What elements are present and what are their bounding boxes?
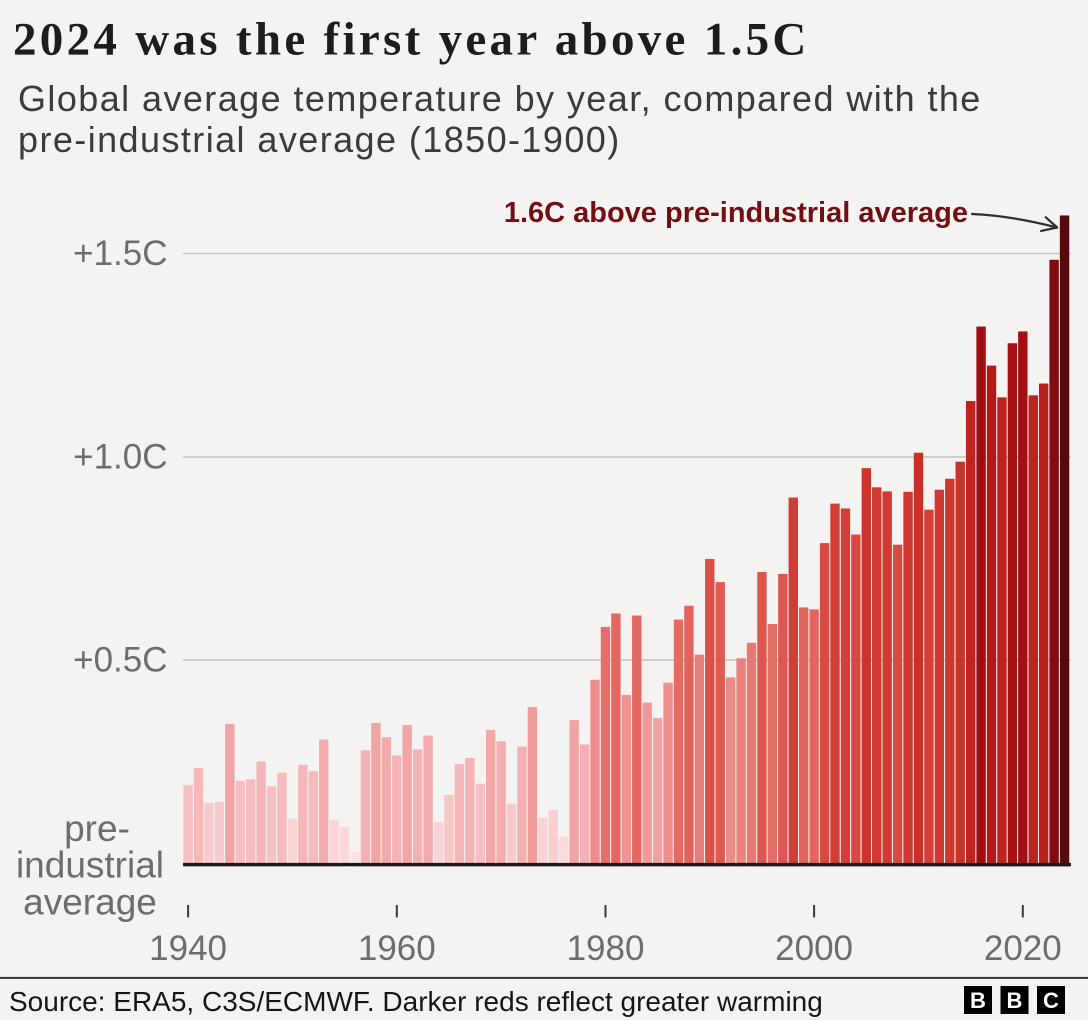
svg-text:Source: ERA5, C3S/ECMWF. Darke: Source: ERA5, C3S/ECMWF. Darker reds ref… [9, 986, 823, 1017]
svg-text:+0.5C: +0.5C [73, 641, 167, 680]
svg-text:1960: 1960 [358, 929, 436, 968]
svg-text:B: B [970, 988, 986, 1013]
svg-text:1940: 1940 [149, 929, 227, 968]
svg-text:+1.0C: +1.0C [73, 438, 167, 477]
svg-text:C: C [1043, 988, 1059, 1013]
svg-text:2024 was the first year above: 2024 was the first year above 1.5C [13, 14, 810, 66]
svg-text:pre-: pre- [64, 808, 130, 849]
svg-text:B: B [1007, 988, 1023, 1013]
svg-text:2000: 2000 [775, 929, 853, 968]
svg-text:1.6C above pre-industrial aver: 1.6C above pre-industrial average [504, 197, 968, 229]
svg-text:Global average temperature by: Global average temperature by year, comp… [18, 78, 982, 119]
svg-text:2020: 2020 [984, 929, 1062, 968]
svg-text:+1.5C: +1.5C [73, 234, 167, 273]
svg-text:1980: 1980 [567, 929, 645, 968]
svg-text:industrial: industrial [16, 845, 164, 886]
svg-text:pre-industrial average (1850-1: pre-industrial average (1850-1900) [18, 119, 621, 160]
svg-text:average: average [23, 882, 157, 923]
